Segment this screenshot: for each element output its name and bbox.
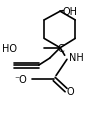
Text: ⁻O: ⁻O xyxy=(14,74,27,84)
Text: OH: OH xyxy=(63,7,78,16)
Text: NH: NH xyxy=(69,53,84,62)
Text: HO: HO xyxy=(2,43,17,53)
Text: C: C xyxy=(57,44,64,54)
Text: O: O xyxy=(66,86,74,96)
